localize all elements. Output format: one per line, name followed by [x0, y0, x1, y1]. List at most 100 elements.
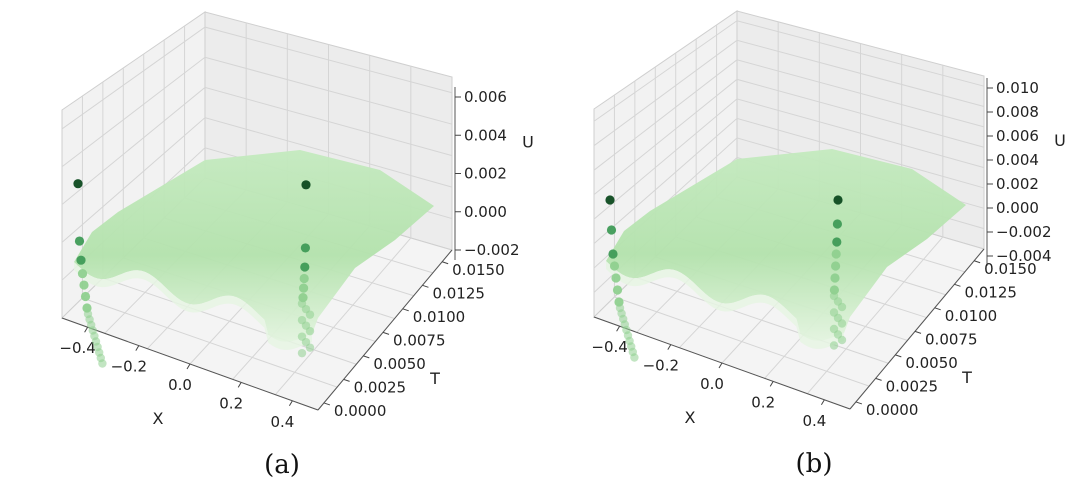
data-point: [608, 249, 618, 259]
t-tick-label: 0.0000: [866, 401, 919, 419]
panel-caption: (b): [796, 449, 833, 479]
t-tick-label: 0.0150: [452, 261, 505, 279]
x-axis-label: X: [685, 408, 696, 427]
x-tick-mark: [84, 326, 89, 333]
x-tick-label: 0.4: [802, 412, 826, 430]
data-point: [832, 219, 842, 229]
data-point: [98, 359, 107, 368]
x-tick-label: −0.2: [111, 358, 147, 376]
x-tick-label: 0.0: [700, 375, 724, 393]
t-tick-label: 0.0150: [984, 260, 1037, 278]
data-point: [79, 280, 89, 290]
x-tick-label: −0.4: [59, 339, 95, 357]
grid-line-z: [593, 98, 985, 220]
data-point: [299, 283, 309, 293]
data-point: [611, 273, 621, 283]
surface: [606, 149, 966, 341]
t-tick-mark: [422, 284, 429, 288]
x-tick-mark: [718, 362, 723, 369]
t-tick-mark: [323, 402, 331, 406]
z-tick-label: 0.008: [996, 103, 1039, 121]
z-tick-label: 0.004: [464, 126, 507, 144]
t-tick-label: 0.0025: [354, 378, 407, 396]
t-tick-mark: [855, 401, 863, 405]
t-tick-label: 0.0075: [925, 330, 978, 348]
x-axis-label: X: [153, 409, 164, 428]
grid-line-z: [593, 59, 985, 171]
grid-line-z: [61, 56, 453, 168]
data-point: [300, 262, 310, 272]
t-tick-mark: [895, 354, 902, 358]
data-point: [73, 179, 83, 189]
grid-line-z: [593, 78, 985, 196]
data-point: [832, 237, 842, 247]
z-tick-label: 0.004: [996, 151, 1039, 169]
grid-line-z: [593, 117, 985, 244]
grid-line-z: [61, 86, 453, 205]
t-tick-mark: [382, 331, 390, 335]
t-tick-label: 0.0050: [905, 354, 958, 372]
t-tick-label: 0.0125: [432, 284, 485, 302]
x-tick-mark: [135, 345, 140, 351]
data-point: [77, 268, 88, 279]
z-axis-label: U: [1054, 131, 1066, 150]
t-tick-label: 0.0025: [886, 377, 939, 395]
data-point: [300, 243, 310, 253]
data-point: [605, 195, 615, 205]
t-axis-label: T: [961, 368, 972, 387]
data-point: [837, 335, 847, 345]
data-point: [606, 225, 617, 235]
panel-caption: (a): [264, 450, 300, 480]
x-tick-mark: [769, 381, 774, 387]
data-point: [612, 285, 623, 295]
x-tick-label: 0.0: [168, 376, 192, 394]
t-tick-mark: [441, 261, 449, 265]
data-point: [76, 255, 86, 265]
grid-line-x: [274, 66, 412, 395]
data-point: [305, 343, 315, 352]
t-tick-mark: [973, 260, 981, 264]
data-point: [609, 261, 620, 271]
surface: [74, 150, 434, 342]
z-tick-label: 0.002: [464, 165, 507, 183]
x-tick-mark: [820, 399, 825, 406]
x-tick-mark: [667, 344, 672, 350]
grid-line-z: [593, 20, 985, 122]
data-point: [831, 261, 841, 271]
surface-front-shade: [74, 262, 312, 350]
x-tick-mark: [288, 400, 293, 407]
t-tick-label: 0.0075: [393, 331, 446, 349]
t-tick-label: 0.0100: [945, 307, 998, 325]
grid-line-t: [613, 95, 870, 387]
z-tick-label: −0.002: [996, 223, 1052, 241]
x-tick-mark: [616, 325, 621, 332]
grid-line-z: [593, 39, 985, 147]
x-tick-label: 0.4: [270, 413, 294, 431]
t-tick-mark: [875, 377, 882, 381]
t-tick-mark: [363, 355, 370, 359]
t-tick-mark: [343, 378, 350, 382]
data-point: [74, 236, 85, 246]
t-tick-mark: [954, 283, 961, 287]
data-point: [305, 310, 315, 319]
t-axis-line: [849, 248, 985, 410]
data-point: [305, 326, 315, 336]
t-tick-label: 0.0000: [334, 402, 387, 420]
z-tick-label: 0.006: [464, 88, 507, 106]
data-point: [830, 273, 840, 283]
z-tick-label: 0.006: [996, 127, 1039, 145]
t-tick-label: 0.0125: [964, 283, 1017, 301]
t-tick-label: 0.0100: [413, 308, 466, 326]
data-point: [297, 348, 307, 358]
x-tick-label: −0.2: [643, 357, 679, 375]
data-point: [831, 249, 841, 259]
data-point: [299, 273, 309, 284]
t-tick-mark: [934, 307, 941, 311]
z-tick-label: 0.000: [996, 199, 1039, 217]
panel-b: −0.4 −0.2 0.0 0.2 0.4 X 0.0000 0.0025 0.0050 0.00…: [591, 10, 1066, 479]
z-axis-label: U: [522, 133, 534, 152]
surface-front-shade: [606, 261, 844, 349]
x-tick-label: −0.4: [591, 338, 627, 356]
x-tick-mark: [237, 382, 242, 388]
